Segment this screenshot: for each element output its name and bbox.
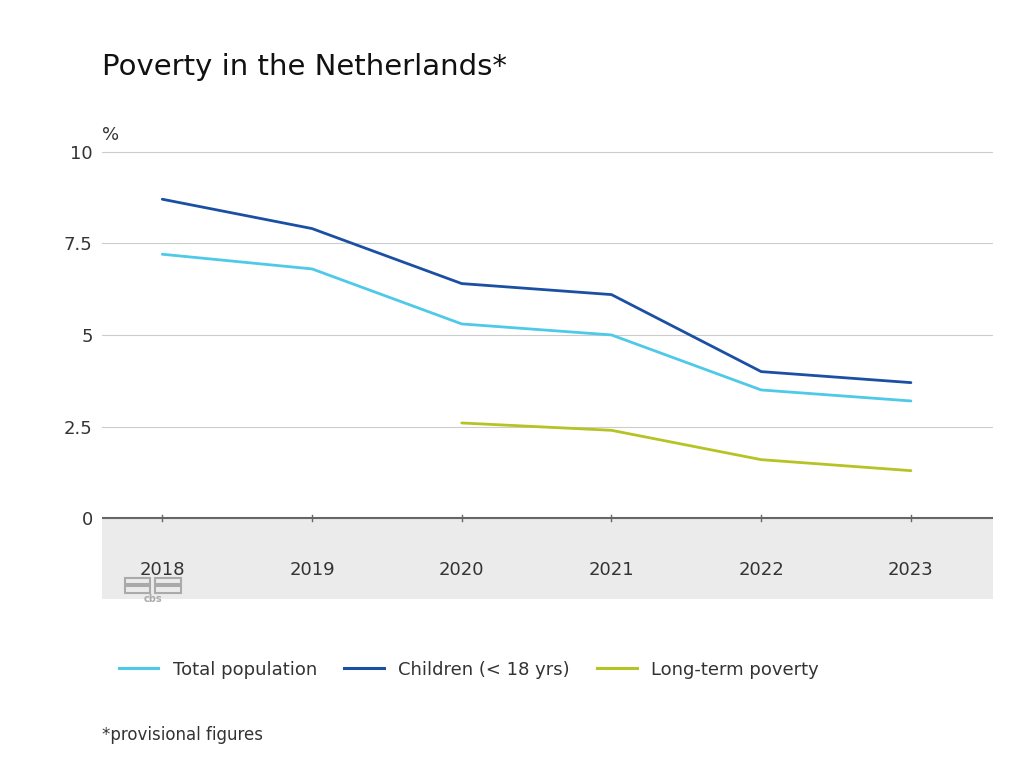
Text: 2018: 2018 (139, 561, 185, 579)
Text: Poverty in the Netherlands*: Poverty in the Netherlands* (102, 53, 508, 81)
Text: %: % (102, 126, 120, 144)
Text: 2022: 2022 (738, 561, 784, 579)
Legend: Total population, Children (< 18 yrs), Long-term poverty: Total population, Children (< 18 yrs), L… (112, 654, 826, 686)
Bar (102, 518, 993, 599)
Text: 2021: 2021 (589, 561, 634, 579)
Text: *provisional figures: *provisional figures (102, 726, 263, 743)
Text: cbs: cbs (143, 594, 163, 604)
Text: 2019: 2019 (289, 561, 335, 579)
Text: 2023: 2023 (888, 561, 934, 579)
Text: 2020: 2020 (439, 561, 484, 579)
